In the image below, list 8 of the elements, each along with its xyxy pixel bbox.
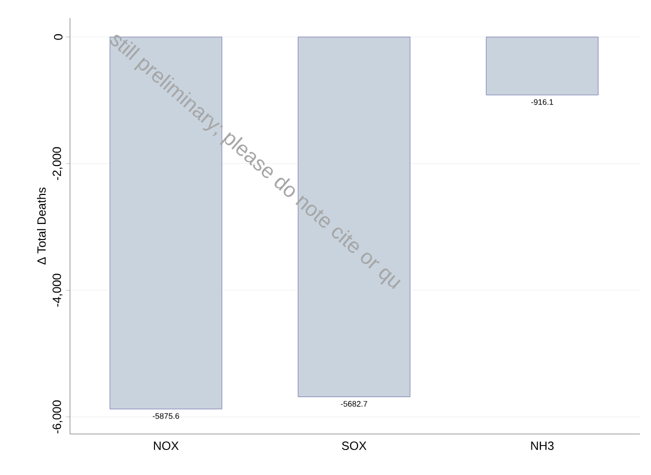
x-tick-label: NOX [154,442,179,450]
x-tick-label: NH3 [531,442,554,450]
y-tick-label: -2,000 [52,147,62,180]
x-tick-label: SOX [342,442,366,450]
y-tick-label: -6,000 [52,400,62,434]
y-axis-title: Δ Total Deaths [36,188,46,265]
y-tick-label: -4,000 [52,274,62,307]
y-tick-label: 0 [54,34,62,40]
